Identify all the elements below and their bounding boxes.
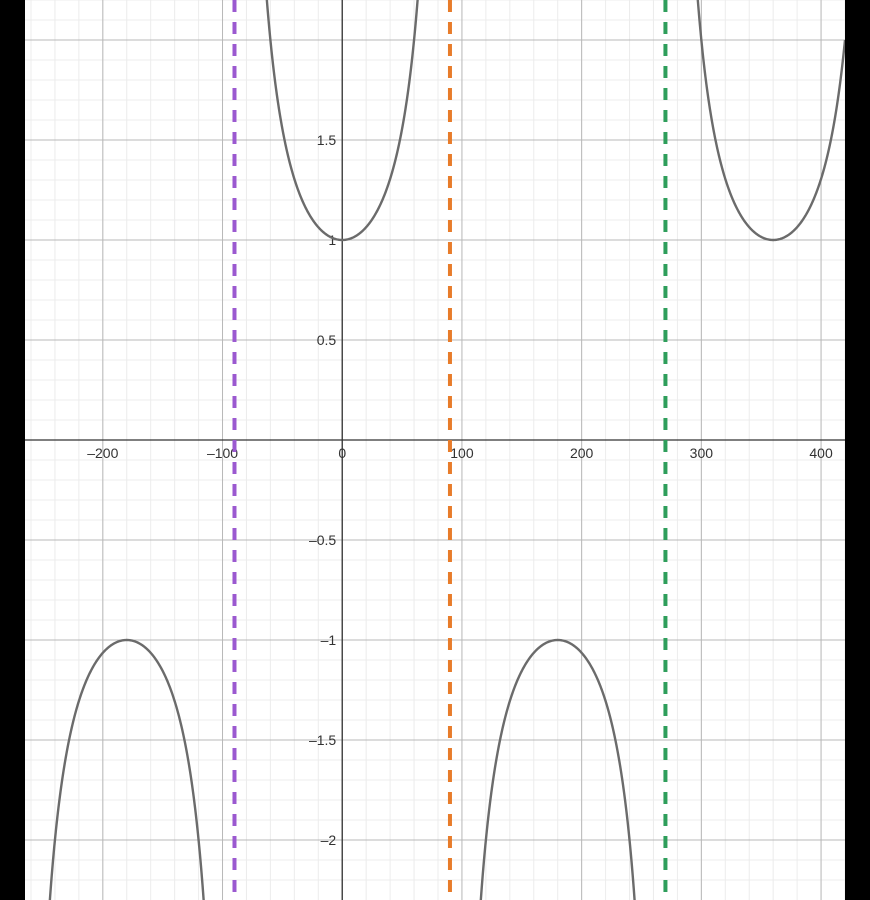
x-tick-label: –200 xyxy=(87,445,118,461)
y-tick-label: –1.5 xyxy=(309,732,336,748)
x-tick-label: 0 xyxy=(338,445,346,461)
y-tick-label: –0.5 xyxy=(309,532,336,548)
x-tick-label: 400 xyxy=(809,445,833,461)
y-tick-label: 1.5 xyxy=(317,132,337,148)
x-tick-label: 100 xyxy=(450,445,474,461)
x-tick-label: 300 xyxy=(690,445,714,461)
curves xyxy=(25,0,845,900)
sec-curve xyxy=(25,640,234,900)
y-tick-label: 0.5 xyxy=(317,332,337,348)
axis-labels: –200–1000100200300400–2–1.5–1–0.50.511.5 xyxy=(87,132,833,848)
major-grid xyxy=(25,0,845,900)
graph-svg: –200–1000100200300400–2–1.5–1–0.50.511.5 xyxy=(25,0,845,900)
minor-grid xyxy=(25,0,845,900)
x-tick-label: 200 xyxy=(570,445,594,461)
y-tick-label: –1 xyxy=(321,632,337,648)
axes xyxy=(25,0,845,900)
y-tick-label: –2 xyxy=(321,832,337,848)
asymptotes xyxy=(234,0,665,900)
graph-plot-area[interactable]: –200–1000100200300400–2–1.5–1–0.50.511.5 xyxy=(25,0,845,900)
